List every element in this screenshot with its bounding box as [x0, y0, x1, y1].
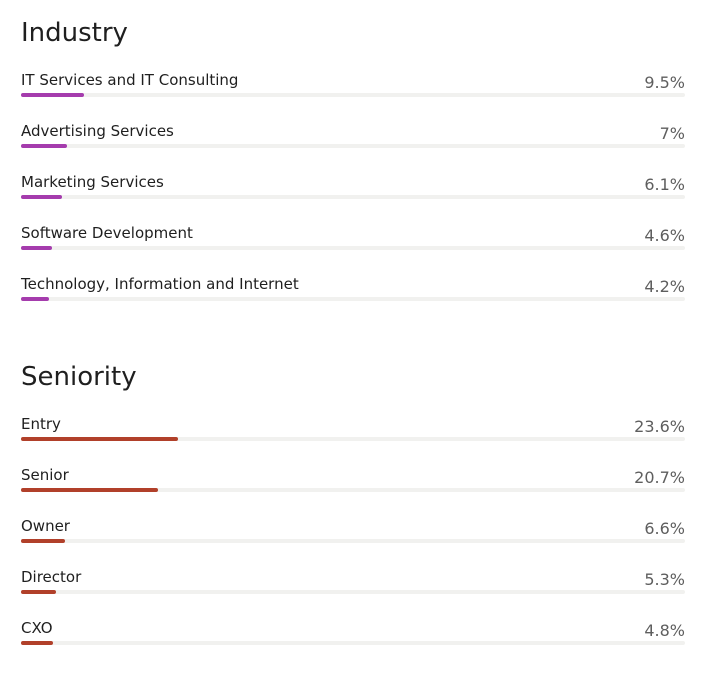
industry-row: Technology, Information and Internet 4.2% — [21, 274, 685, 325]
seniority-bar — [21, 590, 57, 594]
seniority-row-value: 4.8% — [644, 621, 685, 640]
industry-bar-track — [21, 93, 685, 97]
industry-row-label: Technology, Information and Internet — [21, 275, 299, 293]
industry-row-label: Software Development — [21, 224, 193, 242]
seniority-row-value: 5.3% — [644, 570, 685, 589]
industry-bar — [21, 195, 62, 199]
seniority-rows: Entry 23.6% Senior 20.7% Owner 6.6% Director 5.… — [21, 414, 685, 669]
seniority-row-value: 23.6% — [634, 417, 685, 436]
industry-row-label: Advertising Services — [21, 122, 174, 140]
industry-row: IT Services and IT Consulting 9.5% — [21, 70, 685, 121]
seniority-row-label: Senior — [21, 466, 69, 484]
seniority-row: Director 5.3% — [21, 567, 685, 618]
seniority-row: Owner 6.6% — [21, 516, 685, 567]
seniority-row-value: 20.7% — [634, 468, 685, 487]
seniority-bar-track — [21, 590, 685, 594]
seniority-bar — [21, 539, 65, 543]
seniority-row-value: 6.6% — [644, 519, 685, 538]
seniority-title: Seniority — [21, 362, 137, 392]
seniority-bar — [21, 437, 178, 441]
seniority-bar — [21, 641, 53, 645]
industry-row: Marketing Services 6.1% — [21, 172, 685, 223]
industry-bar — [21, 297, 49, 301]
seniority-row: Entry 23.6% — [21, 414, 685, 465]
seniority-bar-track — [21, 641, 685, 645]
industry-row-value: 4.6% — [644, 226, 685, 245]
seniority-row-label: Owner — [21, 517, 70, 535]
industry-section: Industry IT Services and IT Consulting 9.… — [21, 16, 685, 325]
industry-bar-track — [21, 246, 685, 250]
industry-row-value: 9.5% — [644, 73, 685, 92]
seniority-row: CXO 4.8% — [21, 618, 685, 669]
seniority-row-label: CXO — [21, 619, 53, 637]
seniority-row-label: Entry — [21, 415, 61, 433]
industry-bar — [21, 144, 68, 148]
industry-rows: IT Services and IT Consulting 9.5% Adverti… — [21, 70, 685, 325]
industry-row: Software Development 4.6% — [21, 223, 685, 274]
industry-row-value: 6.1% — [644, 175, 685, 194]
industry-row-label: Marketing Services — [21, 173, 164, 191]
industry-title: Industry — [21, 18, 128, 48]
industry-row-value: 7% — [659, 124, 685, 143]
seniority-section: Seniority Entry 23.6% Senior 20.7% Owner 6.6%… — [21, 360, 685, 669]
seniority-bar — [21, 488, 159, 492]
seniority-bar-track — [21, 539, 685, 543]
industry-row-value: 4.2% — [644, 277, 685, 296]
seniority-bar-track — [21, 437, 685, 441]
industry-row-label: IT Services and IT Consulting — [21, 71, 239, 89]
seniority-bar-track — [21, 488, 685, 492]
industry-bar-track — [21, 195, 685, 199]
industry-bar-track — [21, 144, 685, 148]
industry-bar — [21, 246, 52, 250]
industry-bar — [21, 93, 85, 97]
seniority-row-label: Director — [21, 568, 82, 586]
seniority-row: Senior 20.7% — [21, 465, 685, 516]
industry-row: Advertising Services 7% — [21, 121, 685, 172]
industry-bar-track — [21, 297, 685, 301]
